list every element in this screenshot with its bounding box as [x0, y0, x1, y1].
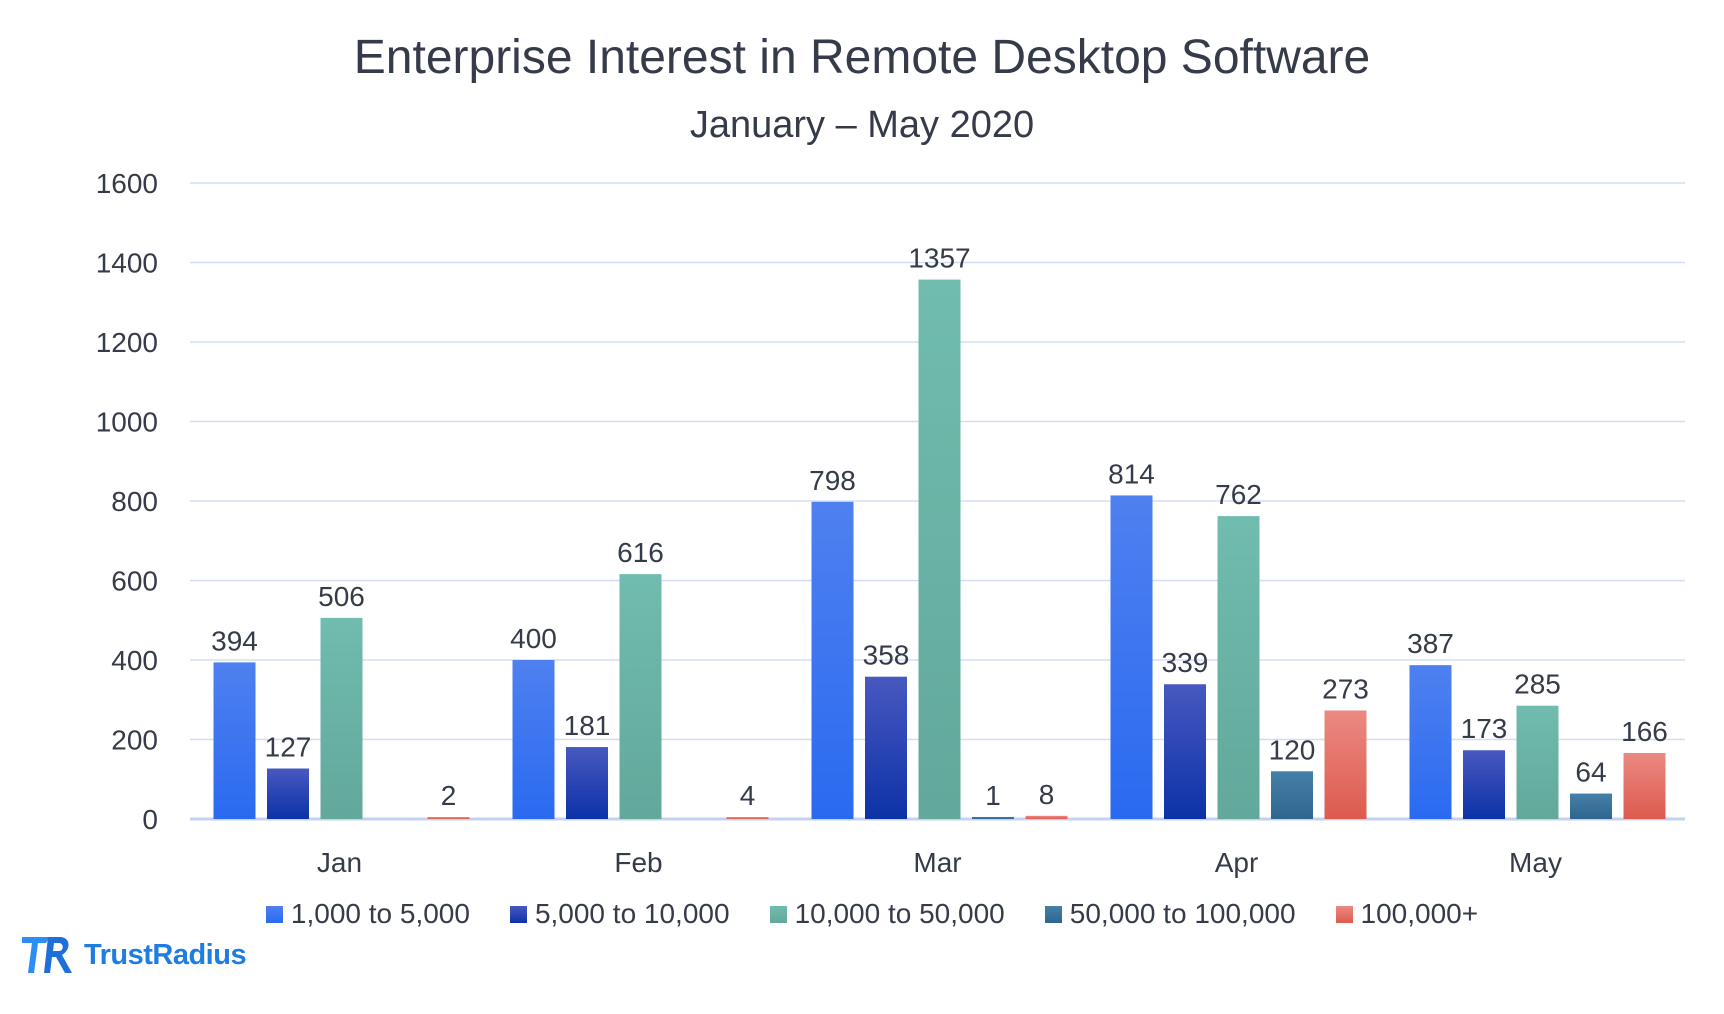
legend-swatch — [509, 905, 527, 923]
data-label: 762 — [1215, 479, 1262, 510]
y-tick-label: 0 — [142, 804, 158, 835]
bar — [918, 279, 961, 819]
bar-chart: 020040060080010001200140016003941275062J… — [96, 168, 1685, 878]
x-tick-label: Mar — [913, 847, 961, 878]
logo-text: TrustRadius — [84, 938, 247, 971]
data-label: 8 — [1039, 779, 1055, 810]
bar — [213, 662, 256, 819]
legend-item: 5,000 to 10,000 — [509, 898, 730, 930]
y-tick-label: 600 — [111, 566, 158, 597]
data-label: 814 — [1108, 458, 1155, 489]
x-tick-label: Apr — [1215, 847, 1259, 878]
legend-label: 1,000 to 5,000 — [290, 898, 470, 929]
bar — [1110, 495, 1153, 819]
bar — [1516, 705, 1559, 819]
data-label: 616 — [617, 537, 664, 568]
legend: 1,000 to 5,000 5,000 to 10,000 10,000 to 5… — [0, 898, 1724, 930]
y-tick-label: 1000 — [96, 407, 158, 438]
legend-label: 100,000+ — [1360, 898, 1479, 929]
y-tick-label: 200 — [111, 725, 158, 756]
data-label: 1357 — [908, 243, 970, 274]
y-tick-label: 1400 — [96, 248, 158, 279]
data-label: 166 — [1621, 716, 1668, 747]
x-tick-label: Jan — [317, 847, 362, 878]
bar — [1025, 815, 1068, 819]
bar — [1463, 750, 1505, 819]
bar — [726, 817, 769, 819]
data-label: 387 — [1407, 628, 1454, 659]
legend-swatch — [1044, 905, 1062, 923]
x-tick-label: May — [1509, 847, 1562, 878]
data-label: 173 — [1461, 713, 1508, 744]
bar — [1409, 665, 1452, 819]
bar — [1164, 684, 1206, 819]
chart-subtitle: January – May 2020 — [689, 104, 1035, 146]
bar — [1324, 710, 1367, 819]
data-label: 120 — [1269, 734, 1316, 765]
data-label: 394 — [211, 625, 258, 656]
legend-label: 5,000 to 10,000 — [534, 898, 730, 929]
y-tick-label: 1200 — [96, 327, 158, 358]
y-tick-label: 400 — [111, 645, 158, 676]
data-label: 339 — [1162, 647, 1209, 678]
bar — [972, 817, 1014, 819]
data-label: 358 — [863, 640, 910, 671]
legend-label: 10,000 to 50,000 — [794, 898, 1005, 929]
data-label: 506 — [318, 581, 365, 612]
legend-item: 1,000 to 5,000 — [265, 898, 470, 930]
bar — [320, 617, 363, 819]
data-label: 64 — [1575, 757, 1606, 788]
data-label: 400 — [510, 623, 557, 654]
data-label: 273 — [1322, 673, 1369, 704]
legend-swatch — [265, 905, 283, 923]
data-label: 127 — [265, 732, 312, 763]
legend-swatch — [769, 905, 787, 923]
x-tick-label: Feb — [614, 847, 662, 878]
data-label: 4 — [740, 780, 756, 811]
bar — [1271, 771, 1313, 819]
data-label: 2 — [441, 780, 457, 811]
legend-swatch — [1335, 905, 1353, 923]
bar — [267, 768, 309, 819]
bar — [512, 660, 555, 819]
legend-item: 50,000 to 100,000 — [1044, 898, 1296, 930]
bar — [1570, 793, 1612, 819]
y-tick-label: 1600 — [96, 168, 158, 199]
legend-label: 50,000 to 100,000 — [1069, 898, 1296, 929]
legend-item: 100,000+ — [1335, 898, 1479, 930]
bar — [811, 501, 854, 819]
bar — [619, 574, 662, 819]
y-tick-label: 800 — [111, 486, 158, 517]
data-label: 798 — [809, 465, 856, 496]
data-label: 1 — [985, 780, 1001, 811]
bar — [427, 817, 470, 819]
bar — [1623, 753, 1666, 819]
bar — [1217, 516, 1260, 819]
bar — [566, 747, 608, 819]
legend-item: 10,000 to 50,000 — [769, 898, 1005, 930]
data-label: 181 — [564, 710, 611, 741]
bar — [865, 676, 907, 819]
data-label: 285 — [1514, 669, 1561, 700]
chart-title: Enterprise Interest in Remote Desktop So… — [353, 31, 1371, 84]
trustradius-logo: TrustRadius — [22, 935, 247, 975]
trustradius-logo-icon — [22, 937, 72, 973]
